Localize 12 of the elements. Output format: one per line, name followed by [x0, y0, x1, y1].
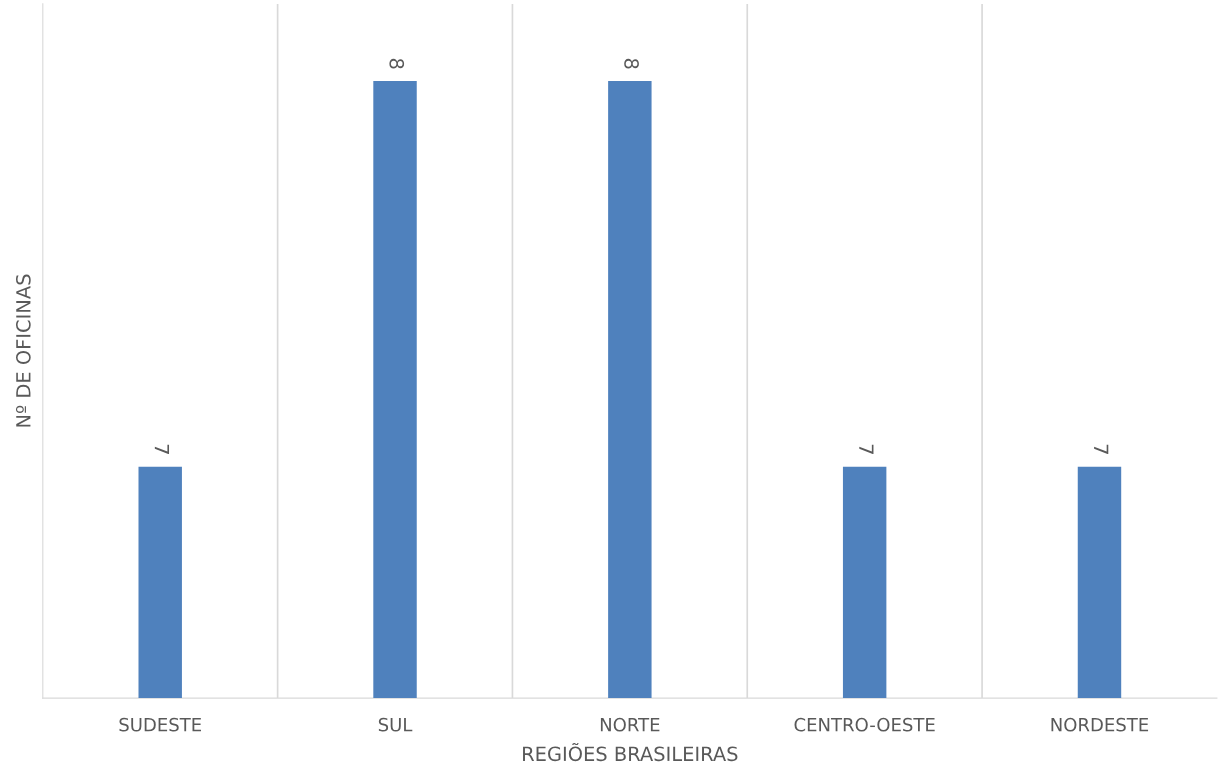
y-axis-title: Nº DE OFICINAS	[16, 274, 31, 427]
x-tick-label: NORDESTE	[1051, 717, 1149, 732]
x-tick-label: CENTRO-OESTE	[794, 717, 935, 732]
x-tick-label: NORTE	[600, 717, 660, 732]
data-label: 7	[1094, 444, 1109, 454]
data-label: 8	[389, 58, 405, 69]
x-tick-label: SUDESTE	[119, 717, 201, 732]
data-label: 7	[859, 444, 874, 454]
data-label: 8	[624, 58, 639, 69]
x-tick-label: SUL	[378, 717, 413, 732]
x-axis-title: REGIÕES BRASILEIRAS	[523, 743, 738, 762]
data-label: 7	[154, 444, 170, 454]
